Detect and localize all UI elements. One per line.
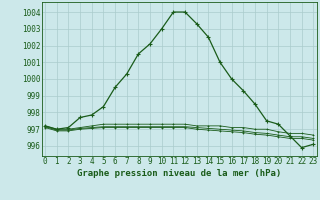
X-axis label: Graphe pression niveau de la mer (hPa): Graphe pression niveau de la mer (hPa)	[77, 169, 281, 178]
